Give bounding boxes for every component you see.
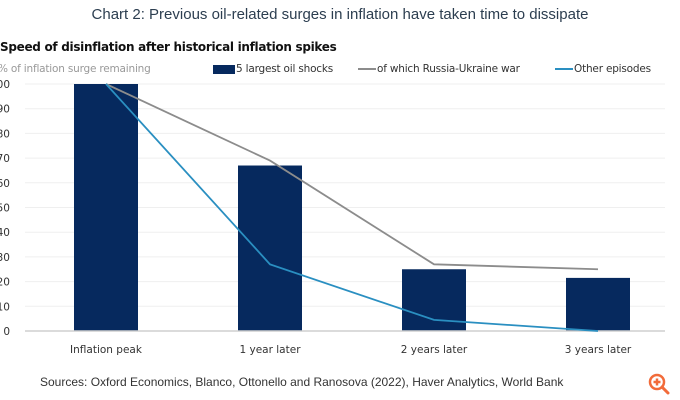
y-tick-label: 60 [0, 178, 10, 190]
chart-subtitle: Speed of disinflation after historical i… [0, 40, 337, 54]
y-tick-label: 70 [0, 153, 10, 165]
legend-label: of which Russia-Ukraine war [377, 63, 520, 75]
legend-label: Other episodes [574, 63, 651, 75]
legend-item-russia-ukraine: of which Russia-Ukraine war [358, 63, 520, 75]
chart-title: Chart 2: Previous oil-related surges in … [91, 6, 589, 23]
legend-label: 5 largest oil shocks [236, 63, 334, 75]
bar [238, 165, 302, 331]
legend-swatch-bar [213, 64, 235, 74]
x-tick-label: Inflation peak [70, 344, 143, 356]
series-line [105, 83, 599, 332]
bar [566, 277, 630, 331]
zoom-in-icon[interactable] [648, 373, 670, 395]
series-line [105, 83, 599, 271]
bar [74, 84, 138, 331]
y-tick-label: 40 [0, 227, 10, 239]
y-tick-label: 20 [0, 277, 10, 289]
y-tick-label: 50 [0, 203, 10, 215]
x-tick-label: 3 years later [565, 344, 632, 356]
legend-swatch-line [358, 68, 376, 70]
legend-item-oil-shocks: 5 largest oil shocks [213, 63, 333, 75]
x-tick-label: 1 year later [239, 344, 301, 356]
y-tick-label: 90 [0, 104, 10, 116]
y-tick-label: 10 [0, 301, 10, 313]
source-note: Sources: Oxford Economics, Blanco, Otton… [40, 375, 564, 389]
legend-item-other-episodes: Other episodes [555, 63, 651, 75]
y-tick-label: 80 [0, 128, 10, 140]
y-tick-label: 30 [0, 252, 10, 264]
x-tick-label: 2 years later [401, 344, 468, 356]
y-axis-label: % of inflation surge remaining [0, 63, 151, 75]
legend-swatch-line [555, 68, 573, 70]
y-tick-label: 0 [3, 326, 10, 338]
y-tick-label: 100 [0, 79, 10, 91]
